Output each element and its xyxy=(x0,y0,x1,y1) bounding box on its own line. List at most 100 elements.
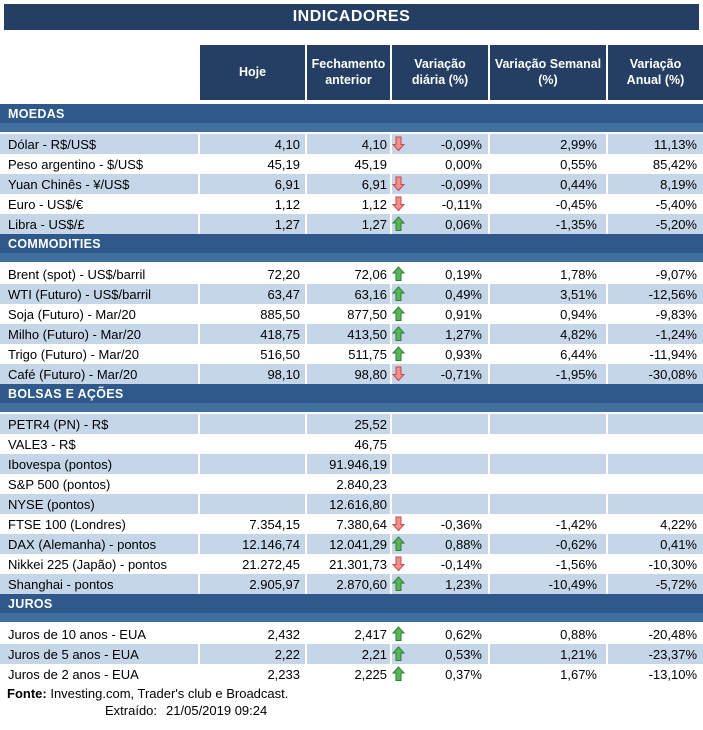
table-row: Juros de 10 anos - EUA 2,432 2,417 0,62% 0,8… xyxy=(0,624,703,644)
variacao-diaria-value: 0,37% xyxy=(445,666,482,682)
down-arrow-icon xyxy=(391,196,406,212)
variacao-diaria-cell: 0,00% xyxy=(392,154,490,174)
variacao-anual-cell xyxy=(608,414,703,434)
variacao-semanal-cell xyxy=(490,434,608,454)
header-spacer xyxy=(0,45,200,100)
section-title: MOEDAS xyxy=(0,104,703,123)
table-row: Nikkei 225 (Japão) - pontos 21.272,45 21.3… xyxy=(0,554,703,574)
up-arrow-icon xyxy=(391,576,406,592)
section-title: JUROS xyxy=(0,594,703,613)
fechamento-cell: 63,16 xyxy=(307,284,392,304)
row-label: Nikkei 225 (Japão) - pontos xyxy=(0,554,200,574)
table-row: Brent (spot) - US$/barril 72,20 72,06 0,19%… xyxy=(0,264,703,284)
source-text: Investing.com, Trader's club e Broadcast… xyxy=(46,686,289,701)
variacao-diaria-cell xyxy=(392,494,490,514)
hoje-cell: 1,27 xyxy=(200,214,307,234)
table-row: Peso argentino - $/US$ 45,19 45,19 0,00% 0,5… xyxy=(0,154,703,174)
fechamento-cell: 72,06 xyxy=(307,264,392,284)
variacao-anual-cell: -5,40% xyxy=(655,196,697,212)
row-label: Milho (Futuro) - Mar/20 xyxy=(0,324,200,344)
variacao-diaria-cell: -0,09% xyxy=(391,174,490,194)
variacao-semanal-cell xyxy=(490,474,608,494)
row-label: Euro - US$/€ xyxy=(0,194,200,214)
hoje-cell: 72,20 xyxy=(200,264,307,284)
table-row: Café (Futuro) - Mar/20 98,10 98,80 -0,71% -1… xyxy=(0,364,703,384)
variacao-anual-cell: -11,94% xyxy=(649,346,697,362)
variacao-diaria-value: -0,09% xyxy=(440,136,482,152)
table-row: Euro - US$/€ 1,12 1,12 -0,11% -0,45% -5,40% xyxy=(0,194,703,214)
fechamento-cell: 6,91 xyxy=(307,174,392,194)
variacao-anual-cell: -13,10% xyxy=(648,666,697,682)
variacao-semanal-cell: -1,95% xyxy=(490,364,608,384)
fechamento-cell: 1,27 xyxy=(307,214,392,234)
hoje-cell xyxy=(200,454,307,474)
fechamento-cell: 98,80 xyxy=(307,364,392,384)
row-label: VALE3 - R$ xyxy=(0,434,200,454)
hoje-cell: 63,47 xyxy=(200,284,307,304)
section-header: JUROS xyxy=(0,594,703,622)
variacao-semanal-cell: 1,67% xyxy=(490,664,608,684)
fechamento-cell: 7.380,64 xyxy=(307,514,392,534)
row-label: Ibovespa (pontos) xyxy=(0,454,200,474)
variacao-anual-cell xyxy=(608,454,703,474)
variacao-diaria-value: 0,93% xyxy=(445,346,482,362)
hoje-cell xyxy=(200,434,307,454)
hoje-cell: 6,91 xyxy=(200,174,307,194)
table-row: Yuan Chinês - ¥/US$ 6,91 6,91 -0,09% 0,44% 8,… xyxy=(0,174,703,194)
row-label: PETR4 (PN) - R$ xyxy=(0,414,200,434)
table-row: Milho (Futuro) - Mar/20 418,75 413,50 1,27%… xyxy=(0,324,703,344)
variacao-anual-cell: 0,41% xyxy=(608,534,703,554)
up-arrow-icon xyxy=(391,536,406,552)
row-label: Libra - US$/£ xyxy=(0,214,200,234)
fechamento-cell: 25,52 xyxy=(307,414,392,434)
hoje-cell: 4,10 xyxy=(200,134,307,154)
row-label: Juros de 2 anos - EUA xyxy=(0,664,200,684)
row-label: Dólar - R$/US$ xyxy=(0,134,200,154)
hoje-cell: 21.272,45 xyxy=(200,554,307,574)
table-row: Trigo (Futuro) - Mar/20 516,50 511,75 0,93%… xyxy=(0,344,703,364)
table-row: Shanghai - pontos 2.905,97 2.870,60 1,23% -1… xyxy=(0,574,703,594)
hoje-cell: 418,75 xyxy=(200,324,307,344)
source-label: Fonte: xyxy=(7,686,47,701)
source-line: Fonte: Investing.com, Trader's club e Br… xyxy=(0,686,703,702)
row-label: DAX (Alemanha) - pontos xyxy=(0,534,200,554)
down-arrow-icon xyxy=(391,556,406,572)
variacao-anual-cell: 8,19% xyxy=(608,174,703,194)
section-spacer xyxy=(0,403,703,412)
footer: Fonte: Investing.com, Trader's club e Br… xyxy=(0,686,703,719)
variacao-anual-cell xyxy=(608,494,703,514)
row-label: Soja (Futuro) - Mar/20 xyxy=(0,304,200,324)
variacao-diaria-cell xyxy=(392,434,490,454)
variacao-diaria-cell: 0,37% xyxy=(391,664,490,684)
variacao-diaria-cell: 0,91% xyxy=(391,304,490,324)
variacao-semanal-cell: -1,56% xyxy=(490,554,608,574)
hoje-cell xyxy=(200,474,307,494)
variacao-diaria-cell: 0,49% xyxy=(391,284,490,304)
column-header-variacao-anual: Variação Anual (%) xyxy=(608,45,703,100)
table-row: WTI (Futuro) - US$/barril 63,47 63,16 0,49%… xyxy=(0,284,703,304)
page-title: INDICADORES xyxy=(4,4,699,30)
hoje-cell: 2,233 xyxy=(200,664,307,684)
fechamento-cell: 2.870,60 xyxy=(307,574,392,594)
variacao-diaria-cell: 1,23% xyxy=(391,574,490,594)
variacao-anual-cell: -20,48% xyxy=(648,626,697,642)
variacao-diaria-value: 1,23% xyxy=(445,576,482,592)
section-spacer xyxy=(0,123,703,132)
table-row: DAX (Alemanha) - pontos 12.146,74 12.041,2… xyxy=(0,534,703,554)
variacao-diaria-cell xyxy=(392,414,490,434)
variacao-diaria-cell: 0,93% xyxy=(391,344,490,364)
variacao-diaria-value: -0,71% xyxy=(440,366,482,382)
down-arrow-icon xyxy=(391,176,406,192)
table-body: MOEDAS Dólar - R$/US$ 4,10 4,10 -0,09% 2,99% 1… xyxy=(0,104,703,684)
variacao-diaria-value: 0,49% xyxy=(445,286,482,302)
row-label: Peso argentino - $/US$ xyxy=(0,154,200,174)
variacao-anual-cell: 11,13% xyxy=(608,134,703,154)
fechamento-cell: 2,225 xyxy=(307,664,392,684)
variacao-semanal-cell: -0,45% xyxy=(490,194,608,214)
row-label: WTI (Futuro) - US$/barril xyxy=(0,284,200,304)
fechamento-cell: 46,75 xyxy=(307,434,392,454)
table-header: Hoje Fechamento anterior Variação diária… xyxy=(0,45,703,100)
fechamento-cell: 12.041,29 xyxy=(307,534,392,554)
hoje-cell: 45,19 xyxy=(200,154,307,174)
variacao-anual-cell: -23,37% xyxy=(608,644,703,664)
